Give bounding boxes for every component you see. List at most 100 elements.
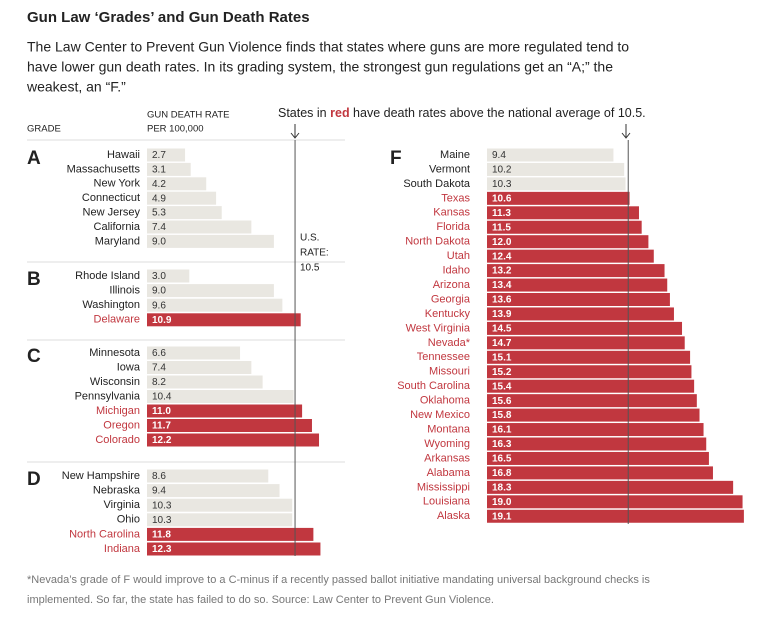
bar xyxy=(487,264,665,278)
state-label: Missouri xyxy=(429,366,470,378)
state-label: Illinois xyxy=(109,285,140,297)
state-label: Kansas xyxy=(433,207,470,219)
value-label: 9.6 xyxy=(152,300,166,311)
value-label: 12.3 xyxy=(152,544,172,555)
bar xyxy=(147,498,293,512)
state-label: Arizona xyxy=(433,279,471,291)
value-label: 10.3 xyxy=(152,515,172,526)
annotation-highlight: red xyxy=(330,106,349,120)
state-label: Indiana xyxy=(104,543,141,555)
state-label: Virginia xyxy=(104,499,141,511)
value-label: 10.3 xyxy=(152,500,172,511)
bar xyxy=(147,191,217,205)
state-label: South Dakota xyxy=(403,178,471,190)
value-label: 16.5 xyxy=(492,454,512,465)
state-label: Idaho xyxy=(442,265,470,277)
state-label: Texas xyxy=(441,192,470,204)
bar xyxy=(487,480,734,494)
value-label: 9.4 xyxy=(492,150,506,161)
value-label: 15.4 xyxy=(492,381,512,392)
state-label: New Jersey xyxy=(83,207,141,219)
state-label: Oregon xyxy=(103,419,140,431)
value-label: 12.0 xyxy=(492,237,512,248)
state-label: Alaska xyxy=(437,510,471,522)
bar xyxy=(487,509,744,523)
bar xyxy=(147,269,190,283)
state-label: Ohio xyxy=(117,514,140,526)
grade-letter: C xyxy=(27,346,41,367)
state-label: Nebraska xyxy=(93,485,141,497)
bar xyxy=(147,484,280,498)
state-label: Hawaii xyxy=(107,149,140,161)
value-label: 6.6 xyxy=(152,348,166,359)
state-label: Louisiana xyxy=(423,496,471,508)
bar xyxy=(487,423,704,437)
grade-letter: B xyxy=(27,269,41,290)
bar xyxy=(487,321,683,335)
state-label: Minnesota xyxy=(89,347,141,359)
bar xyxy=(147,527,314,541)
subtitle: weakest, an “F.” xyxy=(26,79,126,95)
bar xyxy=(147,433,320,447)
value-label: 3.1 xyxy=(152,165,166,176)
state-label: West Virginia xyxy=(406,322,471,334)
bar xyxy=(487,278,668,292)
bar xyxy=(487,162,625,176)
state-label: Rhode Island xyxy=(75,270,140,282)
state-label: Maine xyxy=(440,149,470,161)
value-label: 11.3 xyxy=(492,208,511,219)
bar xyxy=(487,379,695,393)
state-label: Oklahoma xyxy=(420,395,471,407)
annotation-text: have death rates above the national aver… xyxy=(350,106,646,120)
bar xyxy=(487,495,743,509)
value-label: 14.7 xyxy=(492,338,512,349)
bar xyxy=(487,235,649,249)
state-label: Arkansas xyxy=(424,452,470,464)
state-label: North Dakota xyxy=(405,236,471,248)
bar xyxy=(147,162,191,176)
bar xyxy=(147,390,294,403)
state-label: Alabama xyxy=(427,467,471,479)
value-label: 11.5 xyxy=(492,222,511,233)
value-label: 11.8 xyxy=(152,530,171,541)
value-label: 13.9 xyxy=(492,309,512,320)
value-label: 7.4 xyxy=(152,222,166,233)
value-label: 10.3 xyxy=(492,179,512,190)
value-label: 13.2 xyxy=(492,266,512,277)
state-label: Washington xyxy=(82,299,140,311)
value-label: 15.6 xyxy=(492,396,512,407)
bar xyxy=(487,336,685,350)
bar xyxy=(147,513,293,527)
state-label: Florida xyxy=(436,221,471,233)
bar xyxy=(147,220,252,234)
value-label: 9.4 xyxy=(152,486,166,497)
value-label: 4.2 xyxy=(152,179,166,190)
value-label: 15.2 xyxy=(492,367,512,378)
state-label: California xyxy=(94,221,141,233)
annotation-text: States in xyxy=(278,106,330,120)
value-label: 12.4 xyxy=(492,251,512,262)
bar xyxy=(147,177,207,191)
state-label: Michigan xyxy=(96,405,140,417)
bar xyxy=(487,293,670,306)
state-label: Vermont xyxy=(429,163,470,175)
value-header: GUN DEATH RATE xyxy=(147,110,230,121)
value-label: 10.9 xyxy=(152,315,172,326)
value-label: 11.0 xyxy=(152,406,171,417)
value-label: 11.7 xyxy=(152,421,171,432)
bar xyxy=(147,419,312,432)
bar xyxy=(147,346,241,360)
value-label: 15.8 xyxy=(492,410,512,421)
bar xyxy=(147,313,301,327)
value-label: 15.1 xyxy=(492,352,512,363)
state-label: New York xyxy=(94,178,141,190)
value-header: PER 100,000 xyxy=(147,124,204,135)
value-label: 19.0 xyxy=(492,497,512,508)
value-label: 3.0 xyxy=(152,271,166,282)
bar xyxy=(487,177,626,191)
bar xyxy=(147,148,186,162)
value-label: 13.6 xyxy=(492,295,512,306)
bar xyxy=(487,249,654,263)
bar xyxy=(147,404,303,418)
